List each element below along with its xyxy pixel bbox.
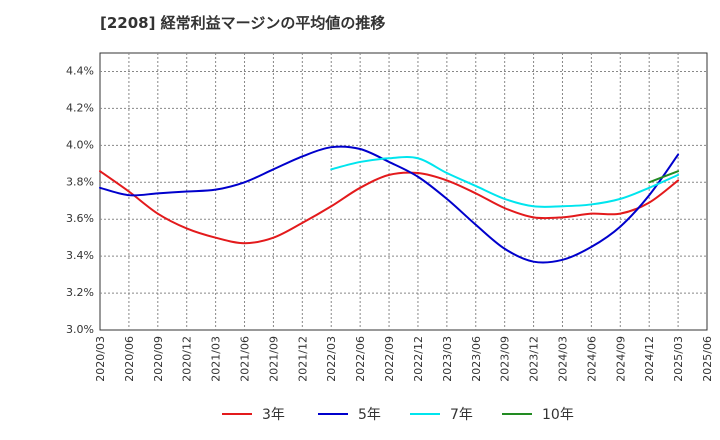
x-tick-label: 2021/03 (210, 336, 223, 382)
x-tick-label: 2022/12 (412, 336, 425, 382)
series-line-4 (648, 170, 680, 184)
legend-label: 7年 (450, 407, 473, 423)
legend-swatch (222, 413, 252, 415)
legend-label: 3年 (262, 407, 285, 423)
y-tick-label: 4.4% (66, 64, 94, 77)
y-tick-label: 4.0% (66, 138, 94, 151)
x-tick-label: 2024/09 (614, 336, 627, 382)
x-tick-label: 2023/12 (528, 336, 541, 382)
x-tick-label: 2024/12 (643, 336, 656, 382)
legend-item-4: 10年 (502, 402, 574, 426)
x-tick-label: 2023/03 (441, 336, 454, 382)
x-tick-label: 2021/12 (296, 336, 309, 382)
y-tick-label: 3.6% (66, 212, 94, 225)
y-axis-ticks: 3.0% 3.2% 3.4% 3.6% 3.8% 4.0% 4.2% 4.4% (66, 64, 94, 336)
legend-label: 10年 (542, 407, 574, 423)
y-tick-label: 4.2% (66, 101, 94, 114)
x-tick-label: 2023/09 (499, 336, 512, 382)
y-tick-label: 3.4% (66, 249, 94, 262)
grid (100, 53, 707, 330)
legend-swatch (410, 413, 440, 415)
x-tick-label: 2020/09 (152, 336, 165, 382)
legend: 3年 5年 7年 10年 (0, 402, 720, 426)
x-tick-label: 2025/03 (672, 336, 685, 382)
legend-swatch (502, 413, 532, 415)
legend-item-2: 5年 (318, 402, 381, 426)
x-tick-label: 2022/09 (383, 336, 396, 382)
x-axis-ticks: 2020/03 2020/06 2020/09 2020/12 2021/03 2021/… (94, 336, 714, 382)
legend-swatch (318, 413, 348, 415)
legend-label: 5年 (358, 407, 381, 423)
y-tick-label: 3.8% (66, 175, 94, 188)
legend-item-3: 7年 (410, 402, 473, 426)
chart-title: [2208] 経常利益マージンの平均値の推移 (100, 14, 386, 32)
line-chart: 3.0% 3.2% 3.4% 3.6% 3.8% 4.0% 4.2% 4.4% 2020/03… (66, 52, 714, 382)
x-tick-label: 2024/06 (585, 336, 598, 382)
y-tick-label: 3.2% (66, 286, 94, 299)
x-tick-label: 2025/06 (701, 336, 714, 382)
x-tick-label: 2021/09 (267, 336, 280, 382)
y-tick-label: 3.0% (66, 323, 94, 336)
x-tick-label: 2023/06 (470, 336, 483, 382)
series-line-3 (330, 156, 680, 208)
legend-item-1: 3年 (222, 402, 285, 426)
x-tick-label: 2020/06 (123, 336, 136, 382)
x-tick-label: 2022/03 (325, 336, 338, 382)
x-tick-label: 2021/06 (239, 336, 252, 382)
x-tick-label: 2020/12 (181, 336, 194, 382)
x-tick-label: 2024/03 (556, 336, 569, 382)
x-tick-label: 2020/03 (94, 336, 107, 382)
series-lines (99, 145, 680, 264)
x-tick-label: 2022/06 (354, 336, 367, 382)
series-line-1 (99, 170, 680, 245)
series-line-2 (99, 145, 680, 264)
